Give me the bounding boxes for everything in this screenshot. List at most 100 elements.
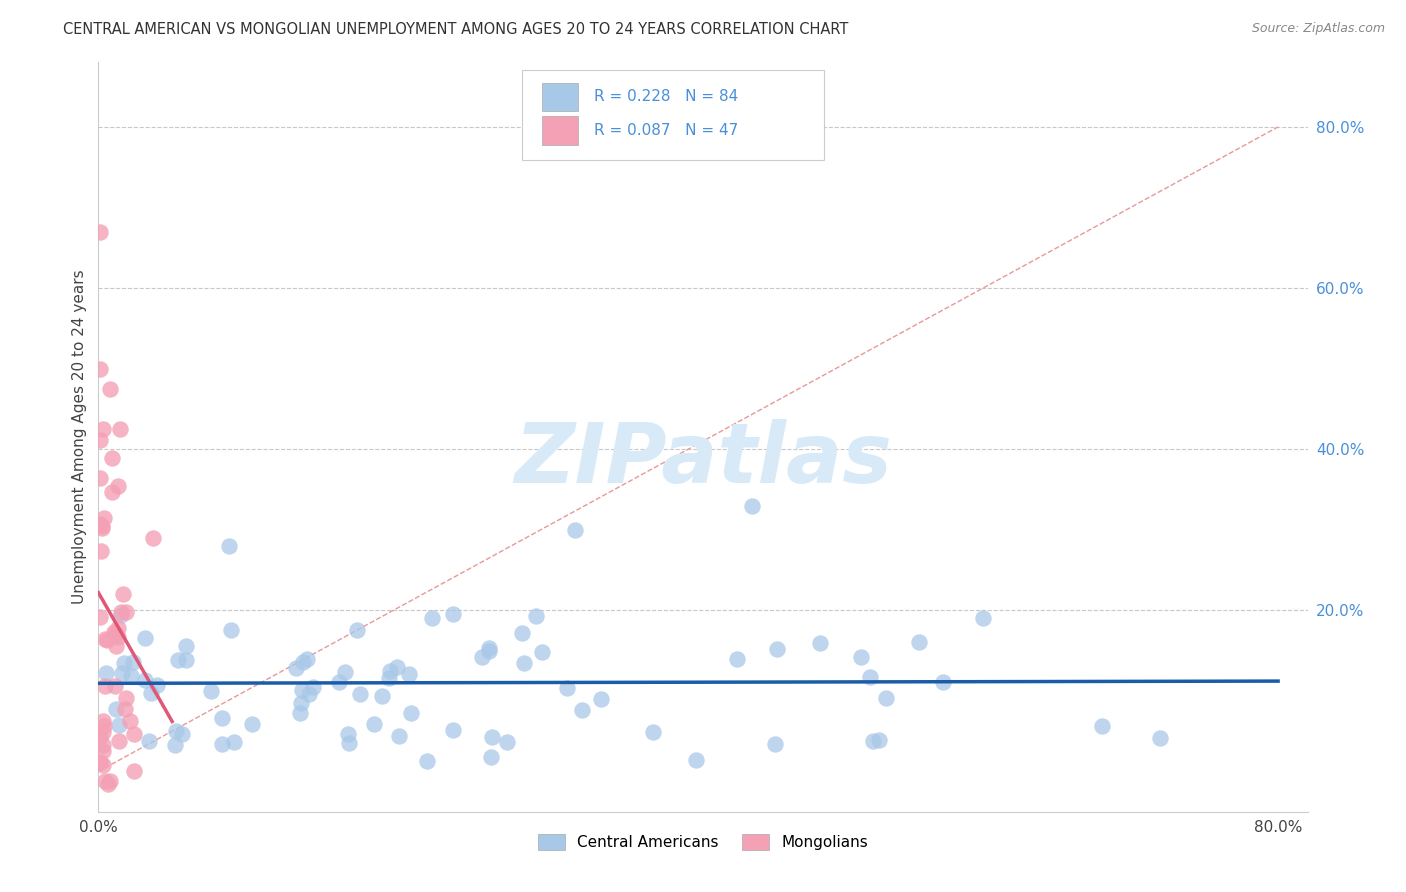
- Point: [298, 687, 321, 701]
- Point: [112, 587, 135, 601]
- Point: [377, 671, 399, 685]
- Point: [97, 777, 120, 791]
- Point: [90, 544, 112, 558]
- Point: [89, 361, 111, 376]
- Point: [104, 627, 127, 641]
- Point: [371, 689, 394, 703]
- Point: [112, 656, 135, 670]
- Point: [972, 611, 994, 625]
- Point: [524, 609, 547, 624]
- Point: [121, 655, 143, 669]
- Point: [868, 733, 890, 747]
- Point: [89, 731, 111, 745]
- Point: [571, 703, 593, 717]
- Point: [291, 682, 314, 697]
- Point: [859, 669, 882, 683]
- Point: [105, 702, 128, 716]
- Point: [328, 675, 350, 690]
- Point: [172, 727, 194, 741]
- Point: [349, 687, 371, 701]
- Point: [176, 653, 198, 667]
- Point: [89, 756, 111, 770]
- Point: [138, 734, 160, 748]
- Point: [240, 716, 263, 731]
- Point: [91, 422, 114, 436]
- Point: [122, 727, 145, 741]
- Point: [89, 225, 111, 239]
- Text: R = 0.228   N = 84: R = 0.228 N = 84: [595, 89, 738, 104]
- Point: [932, 675, 955, 690]
- Point: [111, 666, 134, 681]
- Point: [420, 611, 443, 625]
- Point: [416, 754, 439, 768]
- Point: [89, 516, 111, 531]
- Point: [727, 652, 749, 666]
- Point: [89, 609, 111, 624]
- Point: [510, 625, 533, 640]
- Point: [91, 519, 114, 533]
- Point: [363, 716, 385, 731]
- Point: [105, 639, 128, 653]
- Y-axis label: Unemployment Among Ages 20 to 24 years: Unemployment Among Ages 20 to 24 years: [72, 269, 87, 605]
- Point: [104, 679, 127, 693]
- Point: [401, 706, 423, 721]
- Point: [849, 650, 872, 665]
- Point: [481, 730, 503, 744]
- Point: [107, 479, 129, 493]
- Point: [134, 673, 156, 687]
- Point: [115, 691, 138, 706]
- Point: [108, 734, 131, 748]
- Point: [93, 719, 115, 733]
- Point: [441, 607, 464, 621]
- Point: [908, 635, 931, 649]
- Point: [98, 382, 121, 396]
- Point: [1149, 731, 1171, 745]
- Point: [91, 521, 114, 535]
- Point: [104, 626, 127, 640]
- Point: [564, 523, 586, 537]
- Point: [443, 723, 465, 737]
- Point: [378, 665, 401, 679]
- Point: [291, 655, 314, 669]
- Point: [115, 605, 138, 619]
- Point: [643, 725, 665, 739]
- Point: [398, 667, 420, 681]
- Point: [337, 736, 360, 750]
- Text: ZIPatlas: ZIPatlas: [515, 419, 891, 500]
- Point: [98, 773, 121, 788]
- Point: [108, 718, 131, 732]
- Point: [285, 661, 308, 675]
- Point: [290, 706, 312, 720]
- Point: [221, 623, 243, 637]
- Point: [388, 729, 411, 743]
- Point: [471, 649, 494, 664]
- Point: [118, 714, 141, 728]
- Text: R = 0.087   N = 47: R = 0.087 N = 47: [595, 123, 738, 138]
- Point: [295, 652, 318, 666]
- Point: [142, 531, 165, 545]
- Point: [808, 636, 831, 650]
- Text: CENTRAL AMERICAN VS MONGOLIAN UNEMPLOYMENT AMONG AGES 20 TO 24 YEARS CORRELATION: CENTRAL AMERICAN VS MONGOLIAN UNEMPLOYME…: [63, 22, 849, 37]
- Point: [530, 645, 553, 659]
- Point: [591, 691, 613, 706]
- Point: [105, 627, 128, 641]
- Bar: [543, 116, 578, 145]
- Legend: Central Americans, Mongolians: Central Americans, Mongolians: [531, 829, 875, 856]
- Point: [134, 632, 156, 646]
- Point: [110, 608, 132, 623]
- Point: [94, 665, 117, 680]
- Point: [146, 677, 169, 691]
- Point: [89, 433, 111, 447]
- Point: [333, 665, 356, 679]
- Point: [301, 680, 323, 694]
- Point: [165, 724, 187, 739]
- Point: [290, 696, 312, 710]
- Point: [139, 686, 162, 700]
- Point: [862, 734, 884, 748]
- Point: [513, 657, 536, 671]
- Point: [478, 640, 501, 655]
- Point: [557, 681, 579, 695]
- Point: [741, 499, 763, 513]
- Point: [91, 714, 114, 729]
- Point: [120, 669, 142, 683]
